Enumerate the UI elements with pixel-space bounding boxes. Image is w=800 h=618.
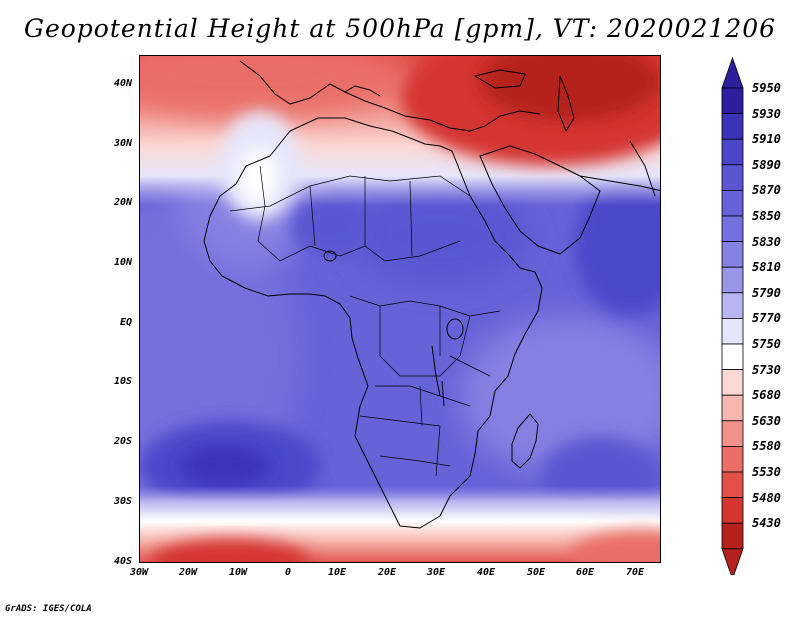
colorbar-label-5890: 5890	[752, 157, 781, 172]
lon-label-10e: 10E	[327, 567, 347, 578]
lon-label-20e: 20E	[377, 567, 397, 578]
colorbar-swatch-5530	[721, 471, 744, 499]
colorbar-swatch-5790	[721, 292, 744, 319]
colorbar-swatch-5950	[721, 87, 744, 115]
colorbar-label-5770: 5770	[752, 311, 781, 326]
lakes	[323, 250, 464, 407]
map-frame	[139, 55, 661, 563]
footer-credit: GrADS: IGES/COLA	[5, 604, 92, 614]
colorbar-swatch-5910	[721, 138, 744, 166]
colorbar-label-5750: 5750	[752, 337, 781, 351]
colorbar-swatch-5630	[721, 420, 744, 447]
colorbar-swatch-5430	[721, 522, 744, 550]
lat-label-30s: 30S	[113, 496, 132, 507]
colorbar-bottom-arrow	[721, 548, 744, 575]
lon-label-20w: 20W	[178, 567, 198, 578]
colorbar-label-5580: 5580	[752, 439, 781, 454]
colorbar-swatch-5730	[721, 369, 744, 396]
lon-label-30w: 30W	[129, 567, 149, 578]
colorbar-label-5950: 5950	[752, 81, 781, 95]
lon-label-70e: 70E	[625, 567, 645, 578]
colorbar-top-arrow	[721, 56, 744, 89]
lat-label-40n: 40N	[113, 78, 132, 89]
colorbar-swatch-5930	[721, 113, 744, 140]
lon-label-0: 0	[284, 567, 292, 578]
lat-label-10s: 10S	[113, 376, 132, 387]
colorbar-label-5630: 5630	[752, 413, 781, 428]
map-canvas	[140, 56, 660, 562]
colorbar-label-5430: 5430	[752, 516, 781, 531]
lon-label-10w: 10W	[228, 567, 248, 578]
lat-label-40s: 40S	[113, 556, 132, 567]
colorbar-label-5870: 5870	[752, 183, 781, 198]
colorbar-label-5680: 5680	[752, 388, 781, 403]
lat-label-20s: 20S	[113, 436, 132, 447]
colorbar-label-5730: 5730	[752, 362, 781, 377]
colorbar-swatch-5480	[721, 497, 744, 524]
colorbar-label-5810: 5810	[752, 260, 781, 275]
colorbar-swatch-5580	[721, 445, 744, 473]
height-field-shading	[140, 56, 660, 562]
chart-title: Geopotential Height at 500hPa [gpm], VT:…	[23, 14, 777, 43]
colorbar-label-5830: 5830	[752, 234, 781, 249]
lon-label-50e: 50E	[526, 567, 546, 578]
country-borders	[229, 165, 501, 477]
colorbar-label-5480: 5480	[752, 490, 781, 505]
lat-label-10n: 10N	[113, 257, 132, 268]
colorbar-swatch-5850	[721, 215, 744, 243]
lon-label-30e: 30E	[426, 567, 446, 578]
lon-label-60e: 60E	[575, 567, 595, 578]
colorbar-label-5530: 5530	[752, 465, 781, 479]
lat-label-eq: EQ	[119, 317, 132, 328]
colorbar-swatch-5870	[721, 189, 744, 217]
colorbar-label-5930: 5930	[752, 106, 781, 121]
lat-label-20n: 20N	[113, 197, 132, 208]
lat-label-30n: 30N	[113, 138, 132, 149]
colorbar	[721, 56, 744, 575]
colorbar-swatch-5680	[721, 394, 744, 422]
colorbar-label-5790: 5790	[752, 285, 781, 300]
colorbar-swatch-5810	[721, 266, 744, 294]
colorbar-swatch-5770	[721, 317, 744, 345]
colorbar-swatch-5750	[721, 343, 744, 371]
colorbar-label-5850: 5850	[752, 209, 781, 223]
coastlines	[203, 60, 660, 529]
colorbar-swatch-5890	[721, 164, 744, 191]
colorbar-swatch-5830	[721, 241, 744, 268]
lon-label-40e: 40E	[476, 567, 496, 578]
colorbar-label-5910: 5910	[752, 132, 781, 147]
